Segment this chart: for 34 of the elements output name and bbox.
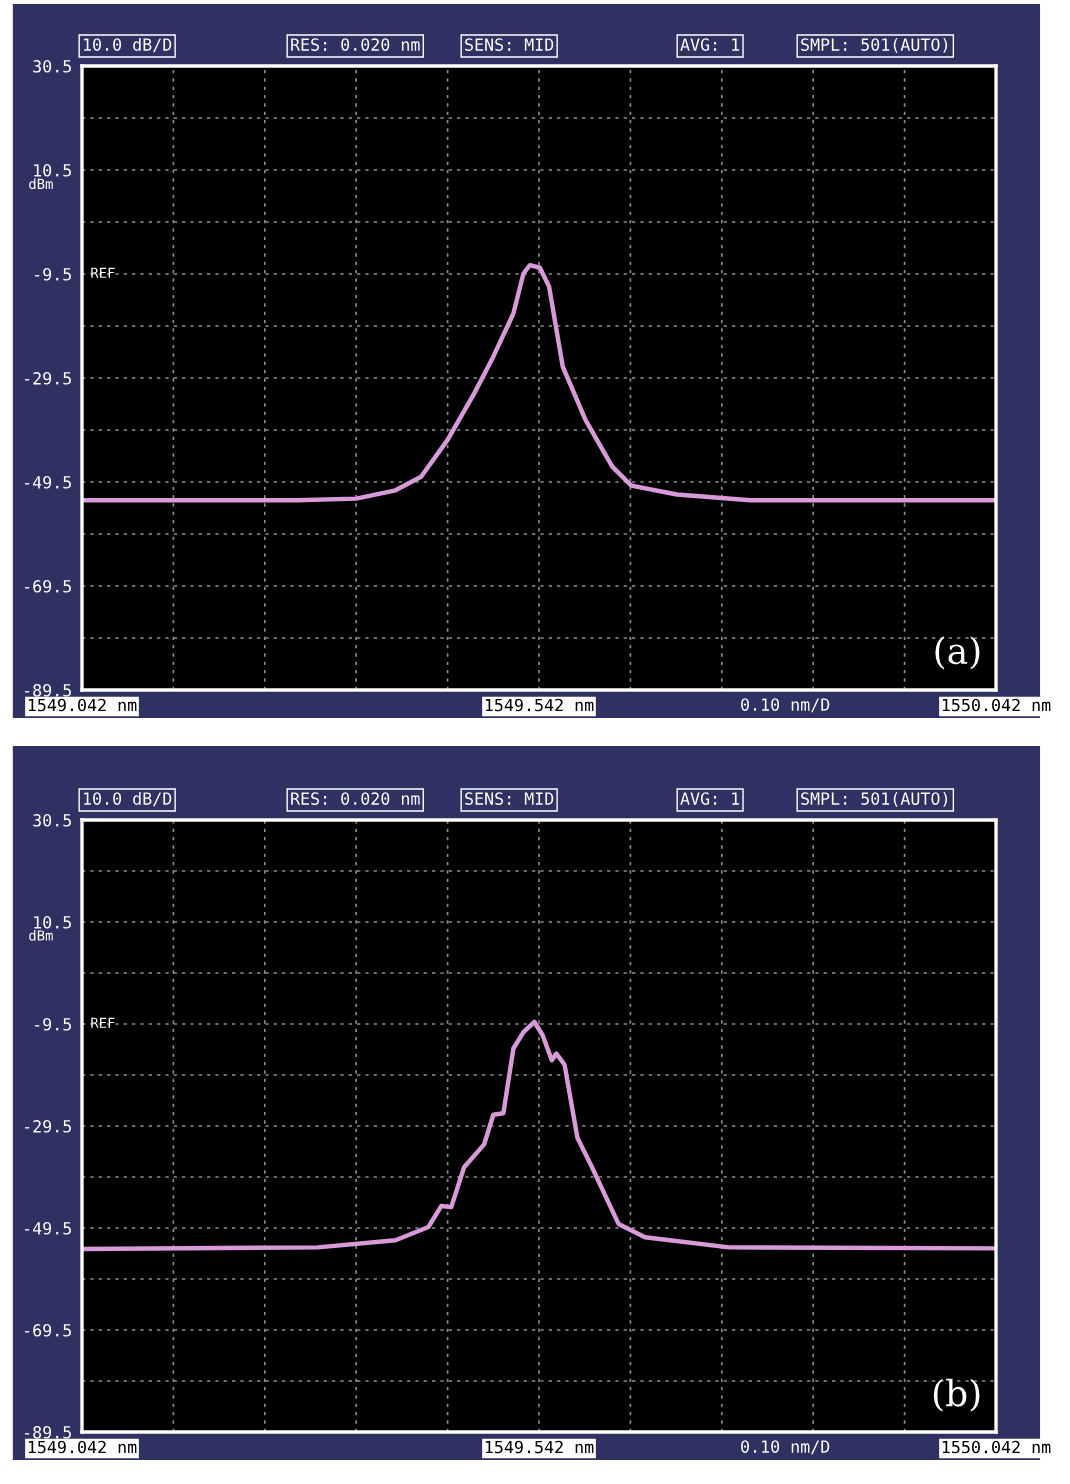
y-tick-label: -69.5 [25, 1324, 71, 1337]
text: 10.0 dB/D [84, 37, 172, 53]
text: AVG: 1 [680, 792, 740, 805]
annotation: (a) [935, 636, 980, 670]
y-tick-label: -29.5 [25, 1120, 71, 1133]
y-tick-label: 30.5 [33, 814, 71, 827]
y-tick-label: 10.5 [34, 916, 71, 929]
y-tick-label: -9.5 [35, 268, 71, 281]
y-tick-label: -29.5 [25, 372, 71, 385]
y-tick-label: -9.5 [35, 1018, 71, 1031]
x-tick-label: 1549.542 nm [485, 1440, 594, 1454]
y-tick-label: -89.5 [25, 1426, 71, 1439]
text: 0.10 nm/D [741, 1440, 830, 1455]
x-tick-label: 1550.042 nm [942, 698, 1051, 712]
text: RES: 0.020 nm [291, 38, 420, 51]
x-tick-label: 1550.042 nm [942, 1440, 1051, 1454]
text: 0.10 nm/D [741, 698, 830, 713]
text: SENS: MID [465, 792, 554, 805]
text: 10.0 dB/D [84, 791, 172, 807]
text: SMPL: 501(AUTO) [801, 792, 948, 807]
annotation: (b) [933, 1378, 980, 1412]
text: AVG: 1 [680, 38, 740, 51]
y-tick-label: -49.5 [25, 476, 71, 489]
y-tick-label: -49.5 [25, 1222, 71, 1235]
x-tick-label: 1549.542 nm [485, 698, 594, 712]
y-tick-label: -69.5 [25, 580, 71, 593]
y-tick-label: -89.5 [25, 684, 71, 697]
text: SMPL: 501(AUTO) [801, 38, 948, 53]
y-tick-label: 30.5 [33, 60, 71, 73]
text: RES: 0.020 nm [291, 792, 420, 805]
y-tick-label: 10.5 [34, 164, 71, 177]
x-tick-label: 1549.042 nm [28, 1440, 137, 1454]
x-tick-label: 1549.042 nm [28, 698, 137, 712]
text: SENS: MID [465, 38, 554, 51]
